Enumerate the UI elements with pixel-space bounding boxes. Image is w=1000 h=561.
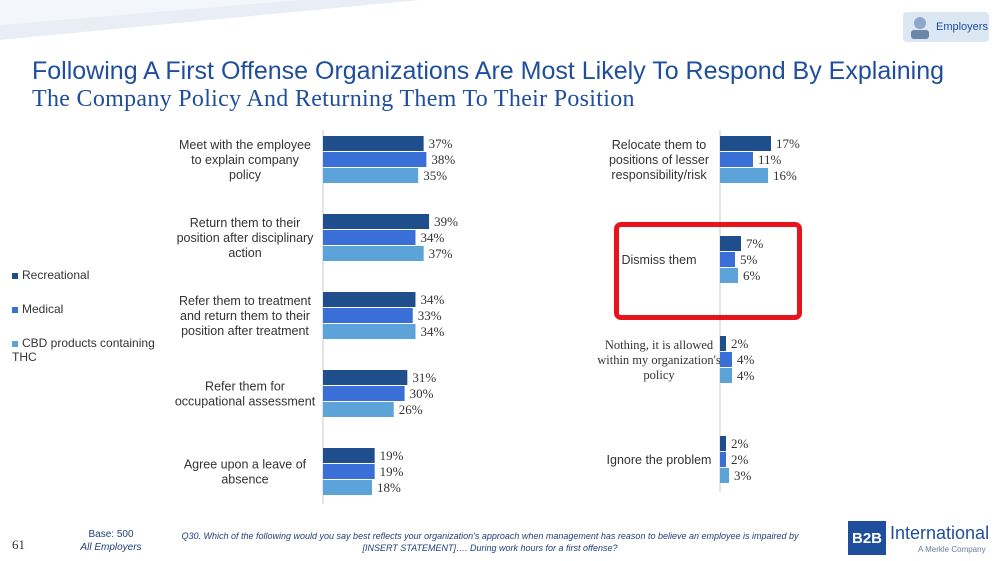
bar-recreational — [323, 370, 408, 385]
bar-recreational — [720, 336, 726, 351]
bar-recreational — [720, 436, 726, 451]
data-label: 16% — [773, 168, 797, 183]
data-label: 6% — [743, 268, 761, 283]
page-title-line2: The Company Policy And Returning Them To… — [32, 86, 635, 112]
data-label: 35% — [423, 168, 447, 183]
data-label: 34% — [420, 292, 444, 307]
highlight-box — [614, 222, 802, 320]
data-label: 19% — [380, 448, 404, 463]
data-label: 4% — [737, 352, 755, 367]
question-footnote: Q30. Which of the following would you sa… — [170, 530, 810, 554]
chart-right: Relocate them to positions of lesser respo… — [597, 130, 800, 492]
legend-item-medical: Medical — [12, 302, 182, 316]
data-label: 38% — [431, 152, 455, 167]
category-label: Meet with the employee to explain company… — [179, 138, 311, 182]
category-label: Dismiss them — [621, 253, 696, 267]
bar-medical — [720, 352, 732, 367]
category-label: Agree upon a leave of absence — [184, 458, 307, 487]
header-stripe — [0, 0, 420, 40]
b2b-logo-mark: B2B — [848, 521, 886, 555]
base-line1: Base: 500 — [88, 529, 134, 540]
bar-medical — [720, 452, 726, 467]
base-line2: All Employers — [80, 542, 142, 553]
data-label: 39% — [434, 214, 458, 229]
category-label: Return them to their position after disci… — [177, 216, 315, 260]
legend-label: Medical — [22, 302, 64, 316]
data-label: 5% — [740, 252, 758, 267]
bar-medical — [323, 386, 405, 401]
data-label: 4% — [737, 368, 755, 383]
legend-label: CBD products containing THC — [12, 336, 155, 364]
data-label: 2% — [731, 336, 749, 351]
bar-cbd — [720, 368, 732, 383]
legend-swatch-recreational — [12, 272, 18, 279]
footnote-line1: Q30. Which of the following would you sa… — [181, 531, 799, 541]
category-label: Relocate them to positions of lesser respo… — [609, 138, 709, 182]
bar-medical — [323, 464, 375, 479]
data-label: 17% — [776, 136, 800, 151]
data-label: 19% — [380, 464, 404, 479]
data-label: 33% — [418, 308, 442, 323]
base-note: Base: 500 All Employers — [66, 528, 156, 554]
category-label: Ignore the problem — [607, 453, 712, 467]
employers-button-label: Employers — [936, 21, 988, 33]
category-label: Refer them to treatment and return them t… — [179, 294, 312, 338]
bar-medical — [720, 152, 753, 167]
bar-cbd — [720, 268, 738, 283]
chart-left: Meet with the employee to explain company… — [175, 130, 458, 504]
bar-recreational — [720, 136, 771, 151]
page-title-line1: Following A First Offense Organizations … — [32, 57, 945, 85]
legend-swatch-medical — [12, 306, 18, 313]
bar-cbd — [720, 468, 729, 483]
data-label: 2% — [731, 436, 749, 451]
data-label: 30% — [410, 386, 434, 401]
bar-cbd — [323, 480, 372, 495]
employers-button[interactable]: Employers — [903, 12, 989, 42]
bar-medical — [720, 252, 735, 267]
footnote-line2: [INSERT STATEMENT]…. During work hours f… — [362, 543, 618, 553]
bar-cbd — [323, 168, 419, 183]
data-label: 18% — [377, 480, 401, 495]
page-number: 61 — [12, 537, 25, 552]
bar-cbd — [323, 246, 424, 261]
bar-recreational — [323, 448, 375, 463]
data-label: 37% — [429, 136, 453, 151]
bar-cbd — [323, 324, 416, 339]
legend-item-recreational: Recreational — [12, 268, 182, 282]
data-label: 11% — [758, 152, 782, 167]
legend-label: Recreational — [22, 268, 90, 282]
data-label: 7% — [746, 236, 764, 251]
data-label: 34% — [420, 230, 444, 245]
data-label: 31% — [412, 370, 436, 385]
data-label: 34% — [420, 324, 444, 339]
legend-swatch-cbd — [12, 340, 18, 347]
bar-medical — [323, 308, 413, 323]
bar-recreational — [323, 292, 416, 307]
bar-recreational — [323, 136, 424, 151]
category-label: Nothing, it is allowed within my organiza… — [597, 338, 721, 382]
data-label: 37% — [429, 246, 453, 261]
data-label: 3% — [734, 468, 752, 483]
data-label: 26% — [399, 402, 423, 417]
bar-medical — [323, 230, 416, 245]
logo-text: International — [890, 523, 990, 543]
bar-recreational — [323, 214, 430, 229]
bar-cbd — [720, 168, 768, 183]
category-label: Refer them for occupational assessment — [175, 380, 316, 409]
data-label: 2% — [731, 452, 749, 467]
bar-medical — [323, 152, 427, 167]
logo-subtext: A Merkle Company — [918, 545, 986, 554]
bar-cbd — [323, 402, 394, 417]
bar-recreational — [720, 236, 741, 251]
legend-item-cbd: CBD products containing THC — [12, 336, 177, 364]
user-icon — [911, 17, 929, 39]
